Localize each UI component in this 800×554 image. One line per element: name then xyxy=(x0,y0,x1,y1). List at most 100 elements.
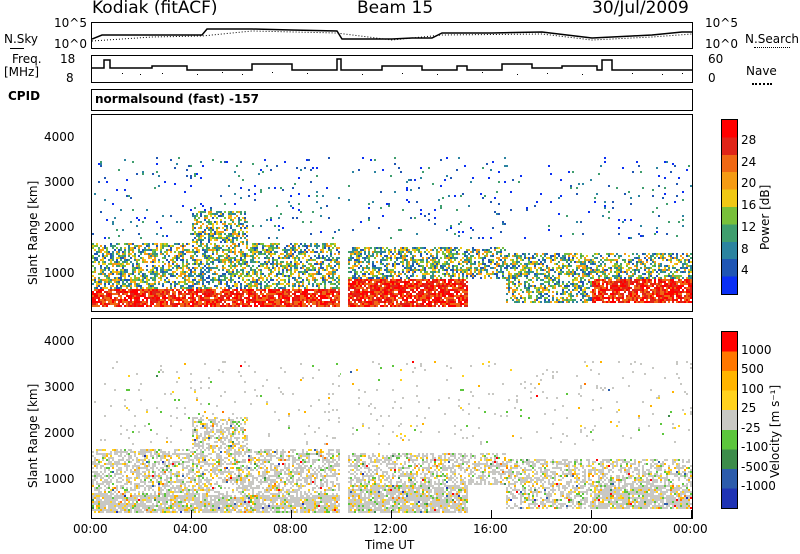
power-cell xyxy=(228,259,230,261)
power-cell xyxy=(254,291,256,293)
power-cell xyxy=(418,281,420,283)
power-cell xyxy=(208,275,210,277)
power-cell xyxy=(302,257,304,259)
power-cell xyxy=(206,247,208,249)
power-cell xyxy=(220,255,222,257)
nsky-trace xyxy=(92,28,692,42)
power-cell xyxy=(238,231,240,233)
power-cell xyxy=(234,267,236,269)
power-cell xyxy=(532,263,534,265)
power-cell xyxy=(118,263,120,265)
power-cell xyxy=(296,217,298,219)
power-cell xyxy=(480,193,482,195)
power-cell xyxy=(162,235,164,237)
power-cell xyxy=(156,293,158,295)
power-cell xyxy=(128,275,130,277)
power-cell xyxy=(266,257,268,259)
power-cell xyxy=(252,269,254,271)
power-cell xyxy=(502,265,504,267)
power-cell xyxy=(348,283,350,285)
nsky-tick-top: 10^5 xyxy=(54,16,87,30)
power-cell xyxy=(146,275,148,277)
power-cell xyxy=(246,221,248,223)
power-cell xyxy=(136,265,138,267)
power-cell xyxy=(226,299,228,301)
power-cell xyxy=(384,269,386,271)
power-cell xyxy=(334,291,336,293)
power-cell xyxy=(396,263,398,265)
power-cell xyxy=(160,299,162,301)
power-cell xyxy=(100,295,102,297)
power-cell xyxy=(380,305,382,307)
power-cell xyxy=(114,297,116,299)
power-cell xyxy=(260,305,262,307)
power-cell xyxy=(532,291,534,293)
power-cell xyxy=(182,255,184,257)
power-cell xyxy=(464,305,466,307)
power-cell xyxy=(416,305,418,307)
power-cell xyxy=(94,299,96,301)
power-cell xyxy=(222,275,224,277)
power-cell xyxy=(294,295,296,297)
power-cell xyxy=(138,271,140,273)
power-cell xyxy=(262,171,264,173)
power-cell xyxy=(244,219,246,221)
power-cell xyxy=(250,295,252,297)
power-cell xyxy=(288,201,290,203)
power-cell xyxy=(256,295,258,297)
power-cell xyxy=(424,287,426,289)
power-cell xyxy=(416,303,418,305)
power-cell xyxy=(412,305,414,307)
power-cell xyxy=(430,283,432,285)
power-cell xyxy=(354,301,356,303)
power-cell xyxy=(402,285,404,287)
power-cell xyxy=(230,267,232,269)
power-cell xyxy=(94,257,96,259)
power-cell xyxy=(406,277,408,279)
power-cell xyxy=(258,299,260,301)
power-cell xyxy=(490,201,492,203)
power-cell xyxy=(228,251,230,253)
power-cell xyxy=(438,251,440,253)
power-cell xyxy=(162,289,164,291)
power-cell xyxy=(498,251,500,253)
power-cell xyxy=(558,301,560,303)
power-cell xyxy=(468,253,470,255)
power-cell xyxy=(226,245,228,247)
power-cell xyxy=(286,265,288,267)
power-cell xyxy=(334,283,336,285)
power-cell xyxy=(170,283,172,285)
power-cell xyxy=(210,211,212,213)
power-cell xyxy=(108,263,110,265)
power-cell xyxy=(312,275,314,277)
power-cell xyxy=(108,269,110,271)
power-cell xyxy=(252,251,254,253)
power-cell xyxy=(430,305,432,307)
power-cell xyxy=(318,283,320,285)
power-cell xyxy=(162,283,164,285)
power-cell xyxy=(408,267,410,269)
power-cell xyxy=(436,279,438,281)
power-cell xyxy=(138,305,140,307)
power-cell xyxy=(178,157,180,159)
power-cell xyxy=(366,287,368,289)
power-cell xyxy=(524,299,526,301)
power-cell xyxy=(112,289,114,291)
power-cell xyxy=(210,209,212,211)
power-cell xyxy=(384,251,386,253)
power-cell xyxy=(438,293,440,295)
power-cell xyxy=(504,261,506,263)
power-cell xyxy=(440,247,442,249)
power-cell xyxy=(236,245,238,247)
power-cell xyxy=(338,291,340,293)
power-cell xyxy=(192,227,194,229)
power-cell xyxy=(252,295,254,297)
power-cell xyxy=(276,283,278,285)
power-cell xyxy=(316,283,318,285)
power-cell xyxy=(442,247,444,249)
power-cell xyxy=(298,285,300,287)
power-cell xyxy=(464,289,466,291)
power-cell xyxy=(198,287,200,289)
power-cell xyxy=(536,291,538,293)
power-cell xyxy=(454,195,456,197)
